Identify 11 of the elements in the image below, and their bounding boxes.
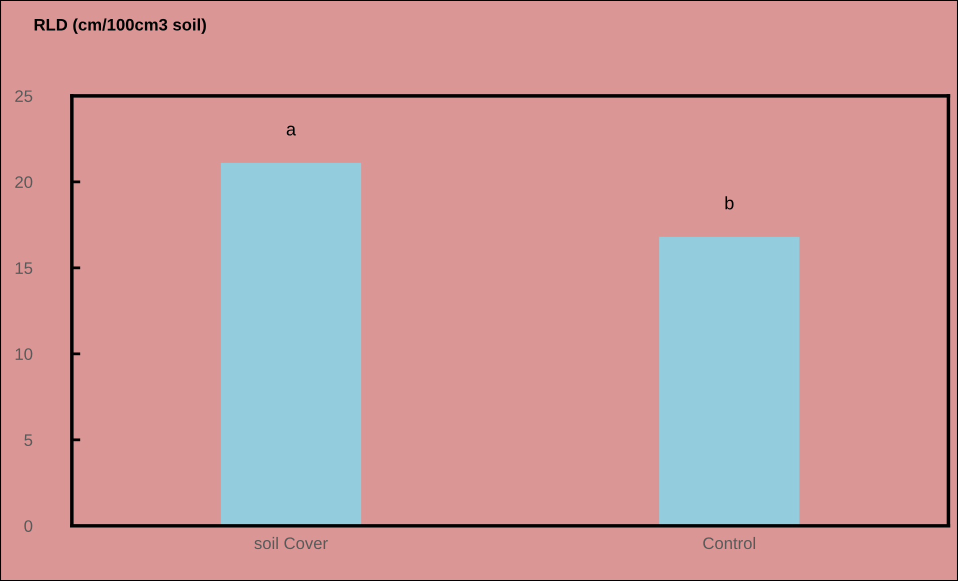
annotation: b <box>725 196 734 210</box>
y-axis-title: RLD (cm/100cm3 soil) <box>34 18 206 34</box>
y-tick-label: 0 <box>24 520 32 532</box>
annotation: a <box>286 126 296 136</box>
x-tick-label: soil Cover <box>254 536 328 550</box>
y-tick-label: 15 <box>16 262 32 274</box>
y-tick-label: 5 <box>24 434 32 446</box>
x-tick-label: Control <box>703 536 756 550</box>
y-tick-label: 25 <box>15 90 32 102</box>
y-tick-label: 10 <box>16 348 32 360</box>
y-tick-label: 20 <box>15 176 32 188</box>
